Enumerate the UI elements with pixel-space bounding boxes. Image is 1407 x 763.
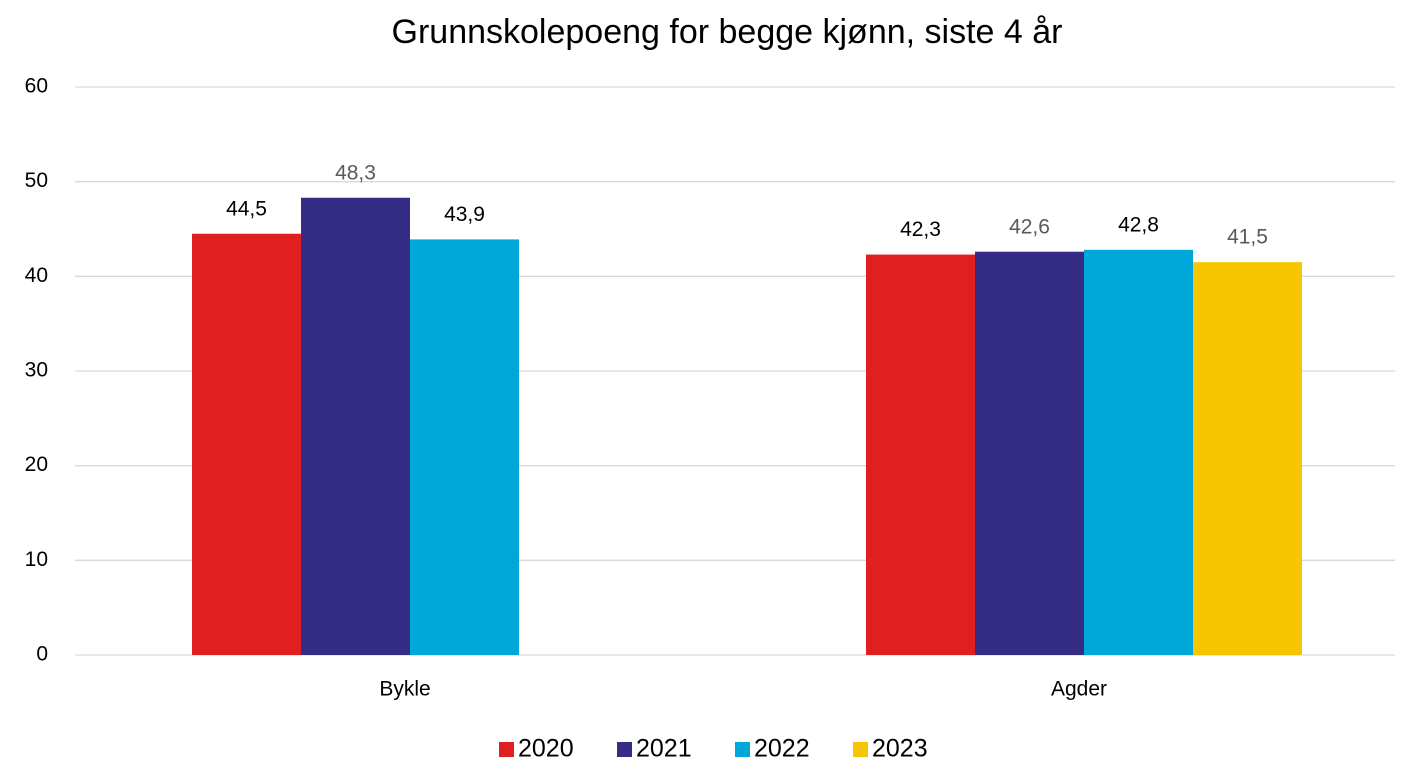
bar [1193,262,1302,655]
legend-label: 2020 [518,735,574,763]
data-label: 43,9 [444,203,485,226]
x-tick-label: Bykle [379,678,430,701]
data-label: 42,3 [900,218,941,241]
bar [1084,249,1193,655]
y-tick-label: 60 [25,75,48,98]
data-label: 41,5 [1227,226,1268,249]
data-label: 44,5 [226,197,267,220]
y-tick-label: 40 [25,264,48,287]
legend-swatch [617,742,632,757]
y-tick-label: 30 [25,359,48,382]
legend-label: 2022 [754,735,810,763]
data-label: 48,3 [335,161,376,184]
legend-swatch [735,742,750,757]
y-tick-label: 0 [36,643,48,666]
bar [975,251,1084,655]
y-tick-label: 10 [25,548,48,571]
x-tick-label: Agder [1051,678,1107,701]
y-tick-label: 20 [25,453,48,476]
bar [192,233,301,655]
y-tick-label: 50 [25,169,48,192]
legend-label: 2021 [636,735,692,763]
bar [410,239,519,655]
chart-title: Grunnskolepoeng for begge kjønn, siste 4… [392,13,1063,51]
bar [866,254,975,655]
bar [301,197,410,655]
data-label: 42,8 [1118,213,1159,236]
data-label: 42,6 [1009,215,1050,238]
legend-label: 2023 [872,735,928,763]
legend-swatch [853,742,868,757]
legend-swatch [499,742,514,757]
